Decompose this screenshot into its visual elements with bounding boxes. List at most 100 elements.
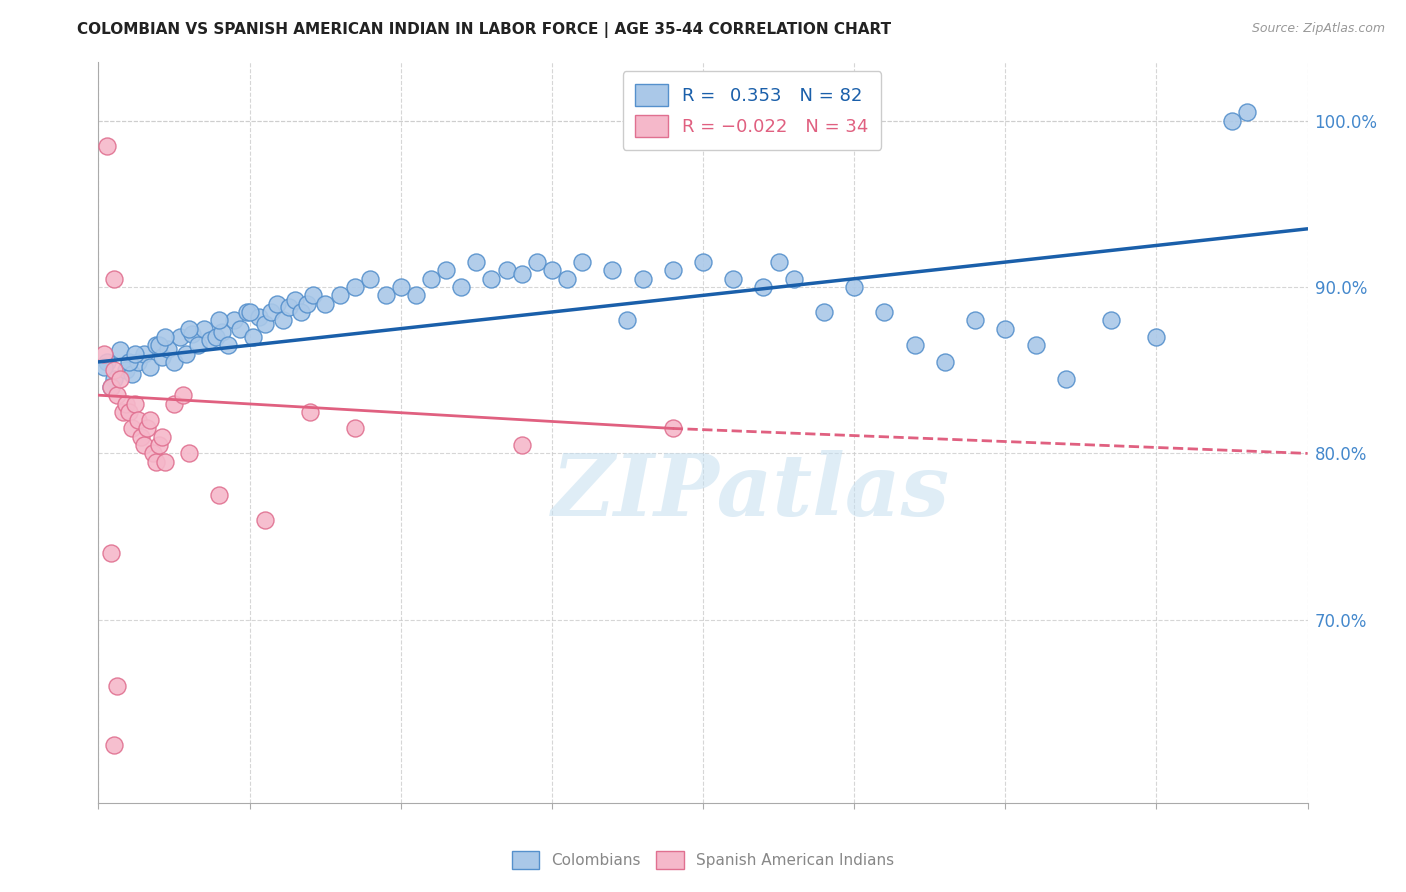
Point bbox=[768, 255, 790, 269]
Point bbox=[844, 280, 866, 294]
Point bbox=[1220, 113, 1243, 128]
Point bbox=[277, 300, 299, 314]
Point bbox=[105, 679, 128, 693]
Point bbox=[242, 330, 264, 344]
Point bbox=[813, 305, 835, 319]
Point bbox=[481, 271, 503, 285]
Point bbox=[172, 388, 194, 402]
Point bbox=[114, 396, 136, 410]
Point bbox=[187, 338, 209, 352]
Point bbox=[96, 355, 118, 369]
Point bbox=[139, 413, 162, 427]
Point bbox=[124, 396, 146, 410]
Point bbox=[360, 271, 382, 285]
Point bbox=[132, 438, 155, 452]
Text: Source: ZipAtlas.com: Source: ZipAtlas.com bbox=[1251, 22, 1385, 36]
Point bbox=[208, 313, 231, 327]
Point bbox=[465, 255, 488, 269]
Point bbox=[118, 405, 141, 419]
Point bbox=[510, 267, 533, 281]
Point bbox=[139, 359, 162, 374]
Point bbox=[103, 363, 125, 377]
Point bbox=[329, 288, 352, 302]
Point bbox=[181, 326, 204, 341]
Point bbox=[495, 263, 517, 277]
Point bbox=[96, 138, 118, 153]
Point bbox=[127, 413, 149, 427]
Point bbox=[295, 296, 318, 310]
Point bbox=[135, 421, 157, 435]
Point bbox=[299, 405, 322, 419]
Point bbox=[169, 330, 191, 344]
Point bbox=[150, 430, 173, 444]
Point bbox=[389, 280, 412, 294]
Point bbox=[211, 325, 233, 339]
Point bbox=[271, 313, 294, 327]
Point bbox=[1054, 371, 1077, 385]
Point bbox=[129, 430, 152, 444]
Point bbox=[783, 271, 806, 285]
Point bbox=[108, 343, 131, 358]
Point bbox=[118, 355, 141, 369]
Point bbox=[153, 455, 176, 469]
Point bbox=[314, 296, 336, 310]
Point bbox=[148, 338, 170, 352]
Point bbox=[111, 405, 134, 419]
Point bbox=[602, 263, 624, 277]
Point bbox=[100, 380, 122, 394]
Point bbox=[290, 305, 312, 319]
Point bbox=[1024, 338, 1046, 352]
Point bbox=[1146, 330, 1168, 344]
Point bbox=[247, 310, 270, 324]
Point bbox=[571, 255, 593, 269]
Point bbox=[239, 305, 262, 319]
Point bbox=[145, 338, 167, 352]
Point bbox=[100, 546, 122, 560]
Point bbox=[526, 255, 548, 269]
Text: ZIPatlas: ZIPatlas bbox=[553, 450, 950, 533]
Point bbox=[661, 421, 683, 435]
Point bbox=[205, 330, 228, 344]
Point bbox=[142, 446, 165, 460]
Point bbox=[103, 271, 125, 285]
Point bbox=[121, 367, 143, 381]
Point bbox=[153, 330, 176, 344]
Point bbox=[174, 346, 197, 360]
Point bbox=[904, 338, 927, 352]
Point bbox=[631, 271, 654, 285]
Text: COLOMBIAN VS SPANISH AMERICAN INDIAN IN LABOR FORCE | AGE 35-44 CORRELATION CHAR: COLOMBIAN VS SPANISH AMERICAN INDIAN IN … bbox=[77, 22, 891, 38]
Point bbox=[616, 313, 638, 327]
Point bbox=[93, 359, 115, 374]
Legend: Colombians, Spanish American Indians: Colombians, Spanish American Indians bbox=[506, 845, 900, 875]
Point bbox=[1099, 313, 1122, 327]
Point bbox=[108, 371, 131, 385]
Point bbox=[540, 263, 562, 277]
Point bbox=[150, 350, 173, 364]
Point bbox=[450, 280, 472, 294]
Point bbox=[302, 288, 325, 302]
Point bbox=[374, 288, 396, 302]
Point bbox=[934, 355, 956, 369]
Point bbox=[193, 321, 215, 335]
Point bbox=[284, 293, 307, 308]
Point bbox=[114, 363, 136, 377]
Point bbox=[105, 388, 128, 402]
Point bbox=[434, 263, 457, 277]
Point bbox=[163, 355, 186, 369]
Point bbox=[132, 346, 155, 360]
Legend: R =  0.353  N = 82, R = −0.022  N = 34: R = 0.353 N = 82, R = −0.022 N = 34 bbox=[623, 71, 882, 150]
Point bbox=[100, 380, 122, 394]
Point bbox=[555, 271, 578, 285]
Point bbox=[344, 421, 367, 435]
Point bbox=[965, 313, 987, 327]
Point bbox=[208, 488, 231, 502]
Point bbox=[344, 280, 367, 294]
Point bbox=[156, 342, 179, 356]
Point bbox=[103, 371, 125, 385]
Point bbox=[179, 446, 201, 460]
Point bbox=[179, 321, 201, 335]
Point bbox=[121, 421, 143, 435]
Point bbox=[661, 263, 683, 277]
Point bbox=[224, 313, 246, 327]
Point bbox=[148, 438, 170, 452]
